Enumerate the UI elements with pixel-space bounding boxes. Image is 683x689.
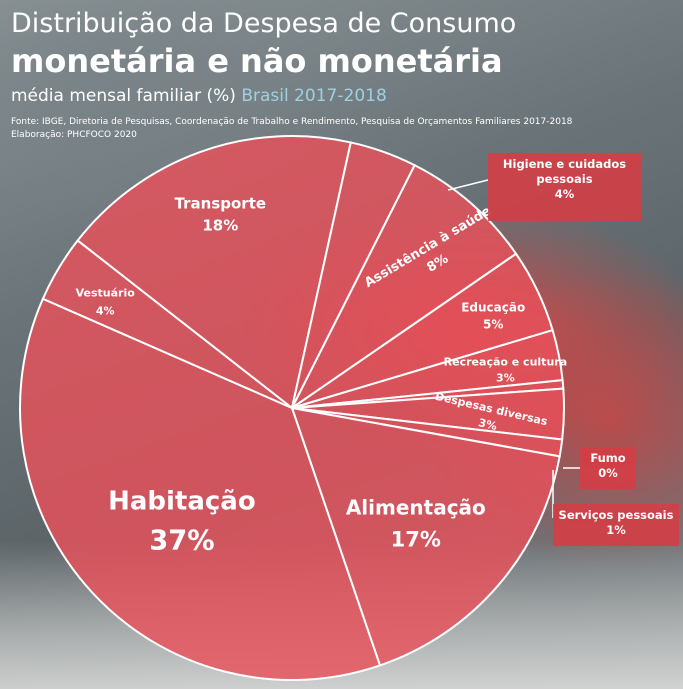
slice-label-text-recreacao-e-cultura: Recreação e cultura xyxy=(444,356,567,369)
slice-value-alimentacao: 17% xyxy=(391,527,441,551)
source-line-2: Elaboração: PHCFOCO 2020 xyxy=(11,130,137,140)
slice-value-habitacao: 37% xyxy=(149,525,214,556)
slice-label-text-educacao: Educação xyxy=(461,301,525,315)
slice-label-text-alimentacao: Alimentação xyxy=(346,495,486,519)
pie-slice-vestuario xyxy=(41,239,293,409)
slice-value-despesas-diversas: 3% xyxy=(477,416,498,433)
slice-label-vestuario: Vestuário 4% xyxy=(76,287,136,318)
slice-label-recreacao-e-cultura: Recreação e cultura 3% xyxy=(444,356,567,385)
pie-slice-habitacao xyxy=(19,297,382,681)
subtitle: média mensal familiar (%) Brasil 2017-20… xyxy=(11,86,387,106)
slice-label-text-habitacao: Habitação xyxy=(108,486,256,516)
callout-value-fumo: 0% xyxy=(598,466,618,480)
slice-value-recreacao-e-cultura: 3% xyxy=(496,372,515,385)
subtitle-main: média mensal familiar (%) xyxy=(11,86,236,106)
title-line-1: Distribuição da Despesa de Consumo xyxy=(11,8,517,39)
subtitle-region: Brasil 2017-2018 xyxy=(241,86,387,106)
source-line-1: Fonte: IBGE, Diretoria de Pesquisas, Coo… xyxy=(11,117,573,127)
callout-fumo: Fumo 0% xyxy=(580,447,636,489)
pie-slice-assistencia-a-saude xyxy=(291,163,518,409)
slice-label-transporte: Transporte 18% xyxy=(175,194,266,234)
title-line-2: monetária e não monetária xyxy=(11,42,503,80)
slice-label-text-vestuario: Vestuário xyxy=(76,287,136,300)
callout-higiene-e-cuidados-pessoais: Higiene e cuidados pessoais 4% xyxy=(488,153,641,221)
callout-value-higiene-e-cuidados-pessoais: 4% xyxy=(554,187,575,201)
callout-label-servicos-pessoais: Serviços pessoais xyxy=(558,508,674,522)
slice-value-educacao: 5% xyxy=(483,318,503,332)
callout-label-higiene-e-cuidados-pessoais: Higiene e cuidados pessoais xyxy=(502,157,627,186)
slice-label-text-transporte: Transporte xyxy=(175,194,266,212)
slice-value-vestuario: 4% xyxy=(96,305,115,318)
callout-label-fumo: Fumo xyxy=(590,451,626,465)
slice-label-educacao: Educação 5% xyxy=(461,301,525,332)
pie-slice-transporte xyxy=(76,135,352,410)
slice-value-transporte: 18% xyxy=(202,216,238,234)
leader-line-higiene-e-cuidados-pessoais xyxy=(447,179,489,191)
slice-label-habitacao: Habitação 37% xyxy=(108,486,256,556)
slice-label-alimentacao: Alimentação 17% xyxy=(346,495,486,551)
callout-servicos-pessoais: Serviços pessoais 1% xyxy=(553,504,679,546)
source-note: Fonte: IBGE, Diretoria de Pesquisas, Coo… xyxy=(11,116,572,142)
callout-value-servicos-pessoais: 1% xyxy=(606,523,626,537)
